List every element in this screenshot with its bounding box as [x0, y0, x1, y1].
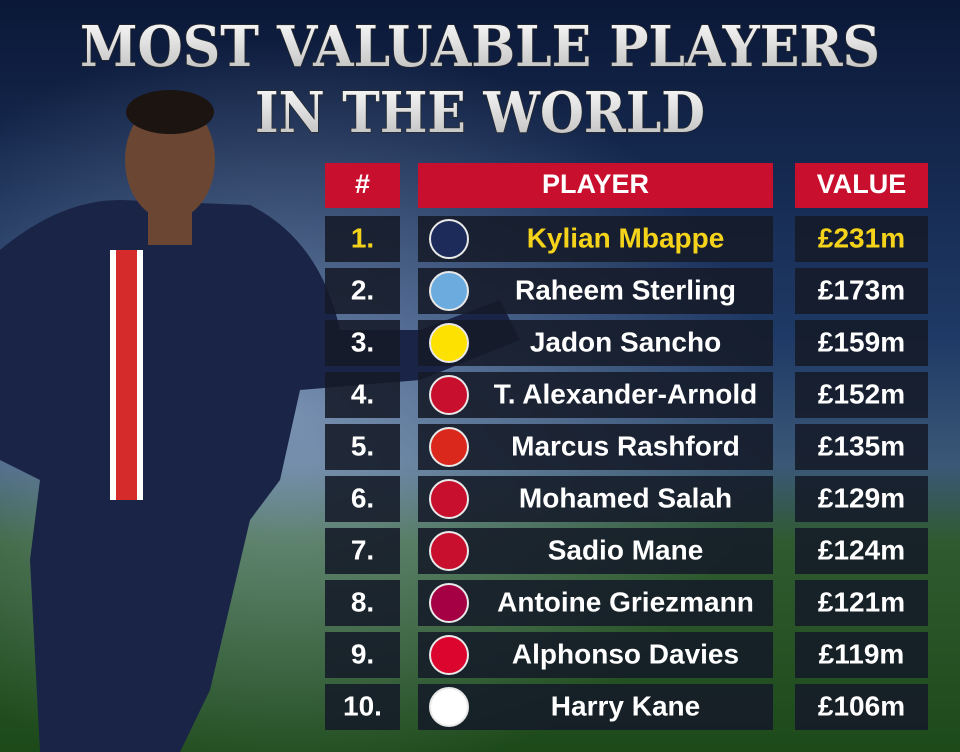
player-name: Kylian Mbappe [527, 222, 725, 253]
row-cell [795, 216, 928, 262]
player-name: Jadon Sancho [530, 326, 721, 357]
rank: 8. [351, 586, 374, 617]
rank: 7. [351, 534, 374, 565]
row-cell [795, 424, 928, 470]
row-cell [795, 320, 928, 366]
player-name: Mohamed Salah [519, 482, 732, 513]
player-value: £124m [818, 534, 905, 565]
row-cell [418, 580, 773, 626]
row-cell [418, 268, 773, 314]
rank: 6. [351, 482, 374, 513]
header-cell [325, 163, 400, 208]
club-logo [429, 635, 469, 675]
column-header: VALUE [817, 169, 907, 199]
club-logo [429, 479, 469, 519]
row-cell [325, 528, 400, 574]
row-cell [418, 632, 773, 678]
row-cell [325, 216, 400, 262]
row-cell [795, 372, 928, 418]
club-logo [429, 271, 469, 311]
row-cell [325, 372, 400, 418]
rank: 10. [343, 690, 382, 721]
row-cell [325, 424, 400, 470]
row-cell [325, 320, 400, 366]
club-logo [429, 687, 469, 727]
row-cell [795, 476, 928, 522]
player-name: Sadio Mane [548, 534, 704, 565]
row-cell [795, 684, 928, 730]
row-cell [418, 216, 773, 262]
row-cell [418, 684, 773, 730]
club-logo [429, 583, 469, 623]
row-cell [795, 580, 928, 626]
player-name: Harry Kane [551, 690, 700, 721]
row-cell [325, 476, 400, 522]
rank: 2. [351, 274, 374, 305]
row-cell [418, 476, 773, 522]
player-value: £119m [819, 638, 905, 669]
club-logo [429, 375, 469, 415]
row-cell [418, 372, 773, 418]
club-logo [429, 531, 469, 571]
player-value: £173m [818, 274, 905, 305]
row-cell [325, 268, 400, 314]
player-name: T. Alexander-Arnold [494, 378, 757, 409]
player-value: £152m [818, 378, 905, 409]
column-header: PLAYER [542, 169, 649, 199]
player-value: £106m [818, 690, 905, 721]
row-cell [325, 580, 400, 626]
row-cell [418, 320, 773, 366]
club-logo [429, 427, 469, 467]
club-logo [429, 323, 469, 363]
player-value: £135m [818, 430, 905, 461]
row-cell [795, 632, 928, 678]
player-value: £121m [818, 586, 905, 617]
row-cell [325, 632, 400, 678]
club-logo [429, 219, 469, 259]
title-line: MOST VALUABLE PLAYERS [80, 14, 880, 80]
player-name: Raheem Sterling [515, 274, 736, 305]
row-cell [325, 684, 400, 730]
row-cell [418, 424, 773, 470]
header-cell [795, 163, 928, 208]
player-value: £129m [818, 482, 905, 513]
player-name: Alphonso Davies [512, 638, 739, 669]
rank: 5. [351, 430, 374, 461]
header-cell [418, 163, 773, 208]
row-cell [795, 528, 928, 574]
rank: 1. [351, 222, 374, 253]
title-line: IN THE WORLD [255, 80, 705, 146]
row-cell [418, 528, 773, 574]
rank: 9. [351, 638, 374, 669]
column-header: # [355, 169, 370, 199]
row-cell [795, 268, 928, 314]
rank: 3. [351, 326, 374, 357]
player-name: Marcus Rashford [511, 430, 740, 461]
rank: 4. [351, 378, 374, 409]
player-name: Antoine Griezmann [497, 586, 754, 617]
player-value: £231m [818, 222, 905, 253]
table: # PLAYER VALUE 1. Kylian Mbappe £231m 2. Raheem… [325, 163, 928, 730]
player-value: £159m [818, 326, 905, 357]
